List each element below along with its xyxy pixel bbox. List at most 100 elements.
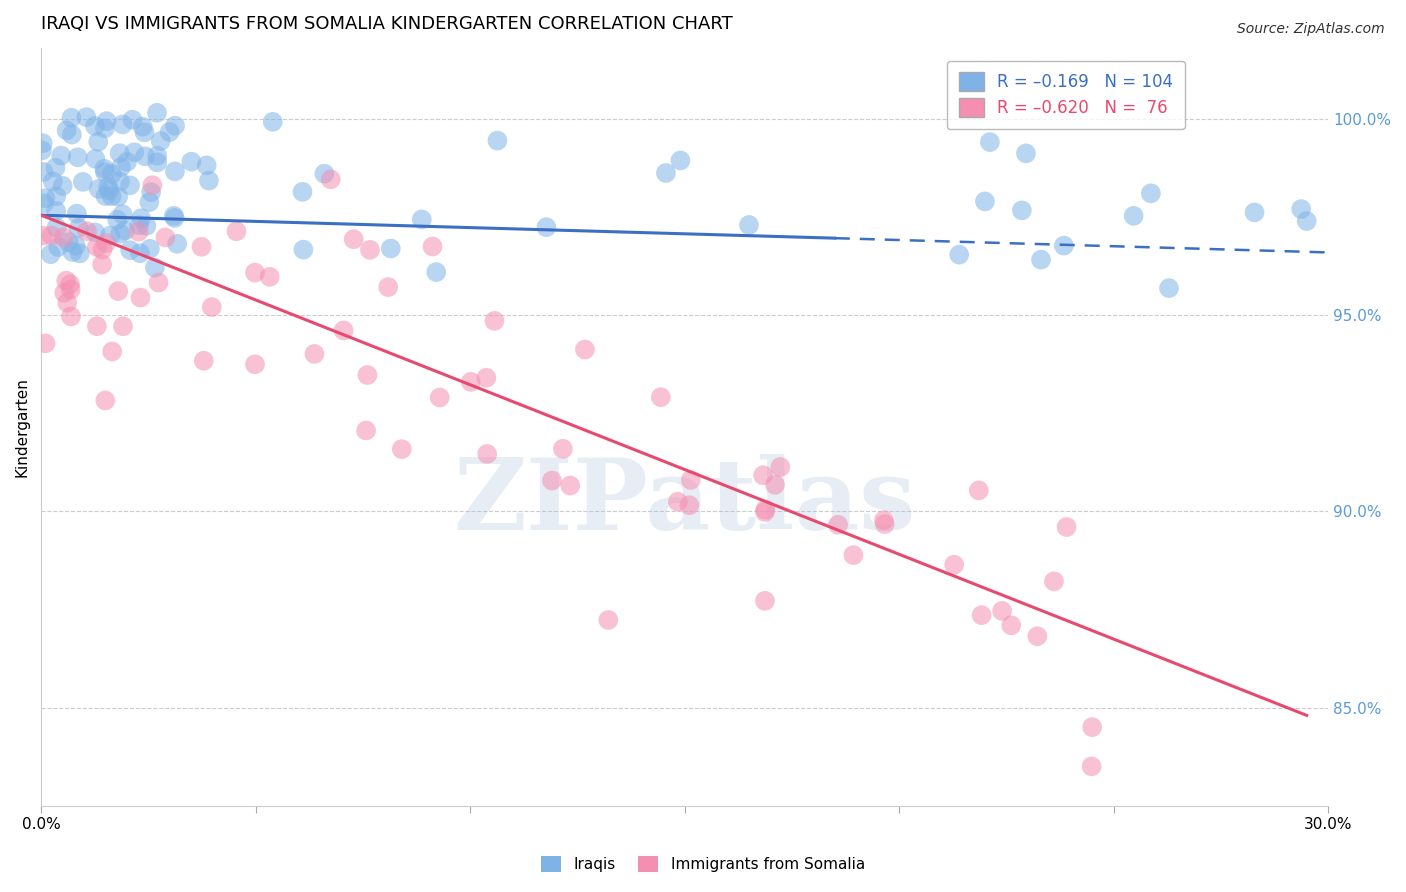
Point <box>380 242 402 256</box>
Point <box>541 474 564 488</box>
Point <box>948 248 970 262</box>
Legend: Iraqis, Immigrants from Somalia: Iraqis, Immigrants from Somalia <box>533 848 873 880</box>
Point <box>475 371 498 385</box>
Point <box>678 498 700 512</box>
Point <box>873 513 896 527</box>
Point <box>195 158 218 172</box>
Point <box>225 224 247 238</box>
Point <box>110 160 132 174</box>
Point <box>377 280 399 294</box>
Point <box>422 239 444 253</box>
Point <box>121 112 143 127</box>
Point <box>98 228 121 243</box>
Text: ZIPatlas: ZIPatlas <box>453 454 915 551</box>
Point <box>163 209 186 223</box>
Point <box>58 235 80 250</box>
Point <box>45 220 67 235</box>
Point <box>139 242 162 256</box>
Point <box>134 125 156 139</box>
Point <box>72 175 94 189</box>
Point <box>108 227 131 241</box>
Point <box>32 196 55 211</box>
Point <box>132 120 155 134</box>
Point <box>94 393 117 408</box>
Legend: R = –0.169   N = 104, R = –0.620   N =  76: R = –0.169 N = 104, R = –0.620 N = 76 <box>948 61 1185 129</box>
Point <box>991 604 1014 618</box>
Point <box>111 207 134 221</box>
Point <box>87 135 110 149</box>
Point <box>60 310 83 324</box>
Point <box>124 145 146 160</box>
Point <box>769 460 792 475</box>
Point <box>146 105 169 120</box>
Point <box>141 178 163 193</box>
Point <box>55 274 77 288</box>
Point <box>1157 281 1180 295</box>
Point <box>114 224 136 238</box>
Point <box>974 194 997 209</box>
Point <box>314 167 336 181</box>
Point <box>460 375 482 389</box>
Point <box>138 195 160 210</box>
Point <box>1081 720 1104 734</box>
Point <box>128 225 150 239</box>
Point <box>598 613 620 627</box>
Point <box>115 154 138 169</box>
Point <box>159 125 181 139</box>
Point <box>60 111 83 125</box>
Point <box>304 347 326 361</box>
Point <box>425 265 447 279</box>
Point <box>62 245 84 260</box>
Point <box>129 211 152 226</box>
Point <box>243 266 266 280</box>
Point <box>94 121 117 136</box>
Point <box>101 167 124 181</box>
Point <box>56 295 79 310</box>
Point <box>484 314 506 328</box>
Point <box>155 230 177 244</box>
Point <box>1015 146 1038 161</box>
Point <box>967 483 990 498</box>
Point <box>128 218 150 232</box>
Point <box>827 517 849 532</box>
Point <box>84 119 107 133</box>
Point <box>1056 520 1078 534</box>
Point <box>752 468 775 483</box>
Point <box>754 505 776 519</box>
Point <box>129 291 152 305</box>
Point <box>84 152 107 166</box>
Point <box>655 166 678 180</box>
Point <box>107 189 129 203</box>
Point <box>979 135 1001 149</box>
Point <box>60 128 83 142</box>
Point <box>91 243 114 257</box>
Point <box>120 243 142 257</box>
Point <box>34 336 56 351</box>
Point <box>319 172 342 186</box>
Point <box>143 260 166 275</box>
Point <box>149 134 172 148</box>
Point <box>486 134 509 148</box>
Point <box>55 123 77 137</box>
Point <box>75 110 97 124</box>
Point <box>59 277 82 292</box>
Point <box>411 212 433 227</box>
Point <box>180 154 202 169</box>
Point <box>842 548 865 562</box>
Point <box>198 173 221 187</box>
Point <box>243 357 266 371</box>
Point <box>69 246 91 260</box>
Point <box>332 324 354 338</box>
Point <box>754 594 776 608</box>
Point <box>1043 574 1066 589</box>
Point <box>1080 759 1102 773</box>
Point <box>190 240 212 254</box>
Point <box>146 149 169 163</box>
Point <box>101 344 124 359</box>
Point <box>135 219 157 233</box>
Y-axis label: Kindergarten: Kindergarten <box>15 377 30 477</box>
Point <box>59 283 82 297</box>
Point <box>1140 186 1163 201</box>
Point <box>94 165 117 179</box>
Point <box>66 150 89 164</box>
